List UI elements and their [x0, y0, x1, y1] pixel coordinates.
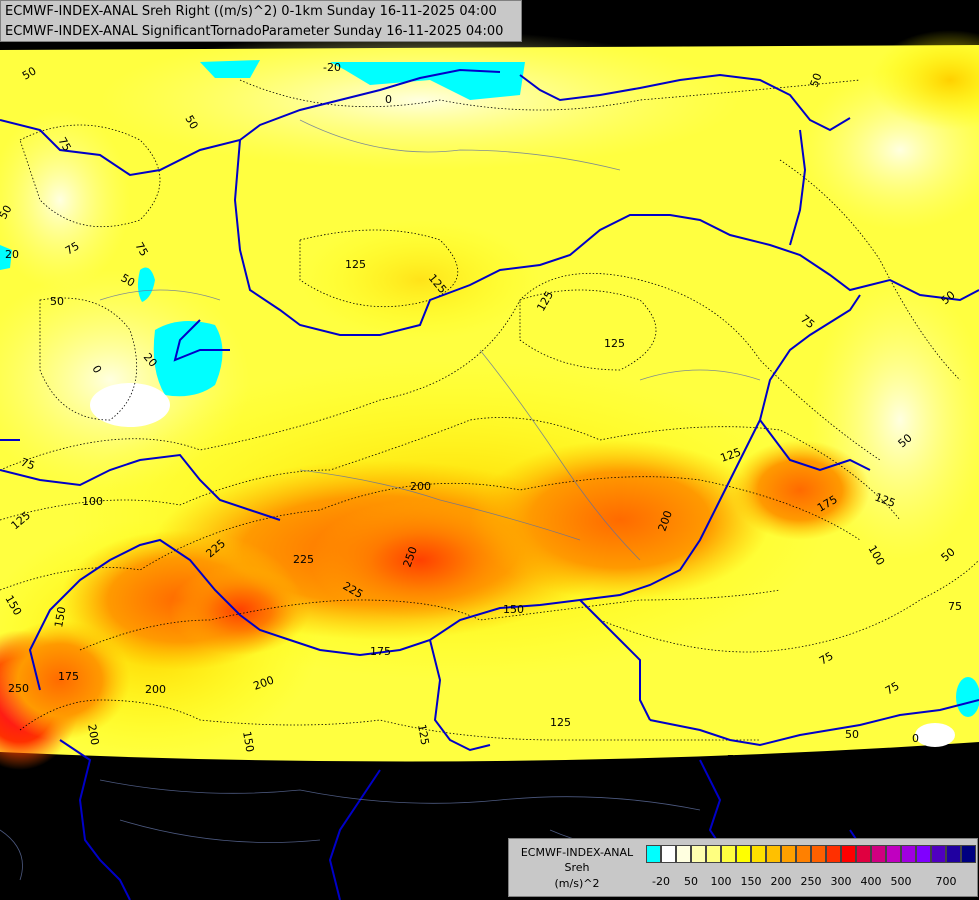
legend-swatch — [916, 845, 931, 863]
legend-swatch — [871, 845, 886, 863]
legend-swatch — [781, 845, 796, 863]
contour-label: 75 — [19, 456, 37, 473]
legend-variable: Sreh — [564, 861, 590, 874]
legend-tick-label: 250 — [800, 875, 822, 888]
contour-label: 75 — [63, 239, 82, 257]
legend-swatch — [706, 845, 721, 863]
legend-tick-label: -20 — [652, 875, 670, 888]
contour-label: 50 — [119, 271, 138, 289]
contour-label: 50 — [182, 113, 200, 132]
legend-swatch — [961, 845, 976, 863]
legend-tick-label: 50 — [684, 875, 698, 888]
legend-swatch — [736, 845, 751, 863]
contour-lines — [0, 79, 979, 741]
legend-swatch — [766, 845, 781, 863]
legend-swatch — [646, 845, 661, 863]
contour-label: 50 — [50, 295, 64, 308]
contour-label: 125 — [604, 337, 625, 350]
contour-label: -20 — [323, 61, 341, 74]
regional-borders — [0, 119, 761, 881]
legend-swatch — [661, 845, 676, 863]
legend-tick-label: 300 — [830, 875, 852, 888]
contour-label: 75 — [132, 240, 150, 259]
legend-swatch — [811, 845, 826, 863]
contour-label: 125 — [345, 258, 366, 271]
legend-swatch — [886, 845, 901, 863]
title-line-2: ECMWF-INDEX-ANAL SignificantTornadoParam… — [5, 24, 504, 39]
color-legend: ECMWF-INDEX-ANAL Sreh (m/s)^2 -20 50 100 15… — [508, 838, 978, 897]
legend-swatch — [751, 845, 766, 863]
legend-tick-label: 100 — [710, 875, 732, 888]
legend-swatch — [676, 845, 691, 863]
legend-swatch — [931, 845, 946, 863]
contour-label: 50 — [845, 728, 859, 741]
legend-swatch — [796, 845, 811, 863]
legend-tick-label: 500 — [890, 875, 912, 888]
legend-ticks: -20 50 100 150 200 250 300 400 500 700 — [646, 875, 976, 889]
legend-swatch — [826, 845, 841, 863]
legend-tick-label: 400 — [860, 875, 882, 888]
contour-label: 75 — [817, 649, 836, 667]
contour-label: 75 — [883, 679, 902, 697]
contour-label: 125 — [415, 723, 431, 746]
contour-label: 50 — [20, 64, 39, 82]
contour-label: 100 — [82, 495, 103, 508]
map-title-box: ECMWF-INDEX-ANAL Sreh Right ((m/s)^2) 0-… — [0, 0, 522, 42]
title-line-1: ECMWF-INDEX-ANAL Sreh Right ((m/s)^2) 0-… — [5, 4, 497, 19]
legend-swatch — [856, 845, 871, 863]
contour-label: 175 — [370, 645, 391, 658]
legend-swatch — [946, 845, 961, 863]
negative-areas — [0, 60, 979, 747]
legend-tick-label: 200 — [770, 875, 792, 888]
legend-swatch — [841, 845, 856, 863]
legend-tick-label: 700 — [935, 875, 957, 888]
legend-swatch — [721, 845, 736, 863]
contour-label: 175 — [58, 670, 79, 683]
contour-label: 75 — [948, 600, 962, 613]
legend-unit: (m/s)^2 — [554, 877, 600, 890]
contour-label: 150 — [52, 606, 68, 629]
contour-label: 75 — [55, 135, 73, 154]
contour-label: 0 — [912, 732, 919, 745]
contour-label: 150 — [240, 730, 256, 753]
contour-label: 50 — [808, 71, 825, 89]
legend-swatch — [691, 845, 706, 863]
legend-swatch — [901, 845, 916, 863]
contour-label: 200 — [145, 683, 166, 696]
contour-label: 150 — [503, 603, 524, 616]
contour-label: 20 — [5, 248, 19, 261]
legend-model: ECMWF-INDEX-ANAL — [520, 846, 634, 859]
contour-label: 250 — [8, 682, 29, 695]
contour-label: 125 — [550, 716, 571, 729]
contour-label: 200 — [85, 723, 101, 746]
contour-label: 75 — [727, 753, 741, 766]
contour-label: 225 — [293, 553, 314, 566]
legend-swatches — [646, 845, 976, 863]
contour-label: 0 — [385, 93, 392, 106]
contour-label: 200 — [410, 480, 431, 493]
legend-tick-label: 150 — [740, 875, 762, 888]
